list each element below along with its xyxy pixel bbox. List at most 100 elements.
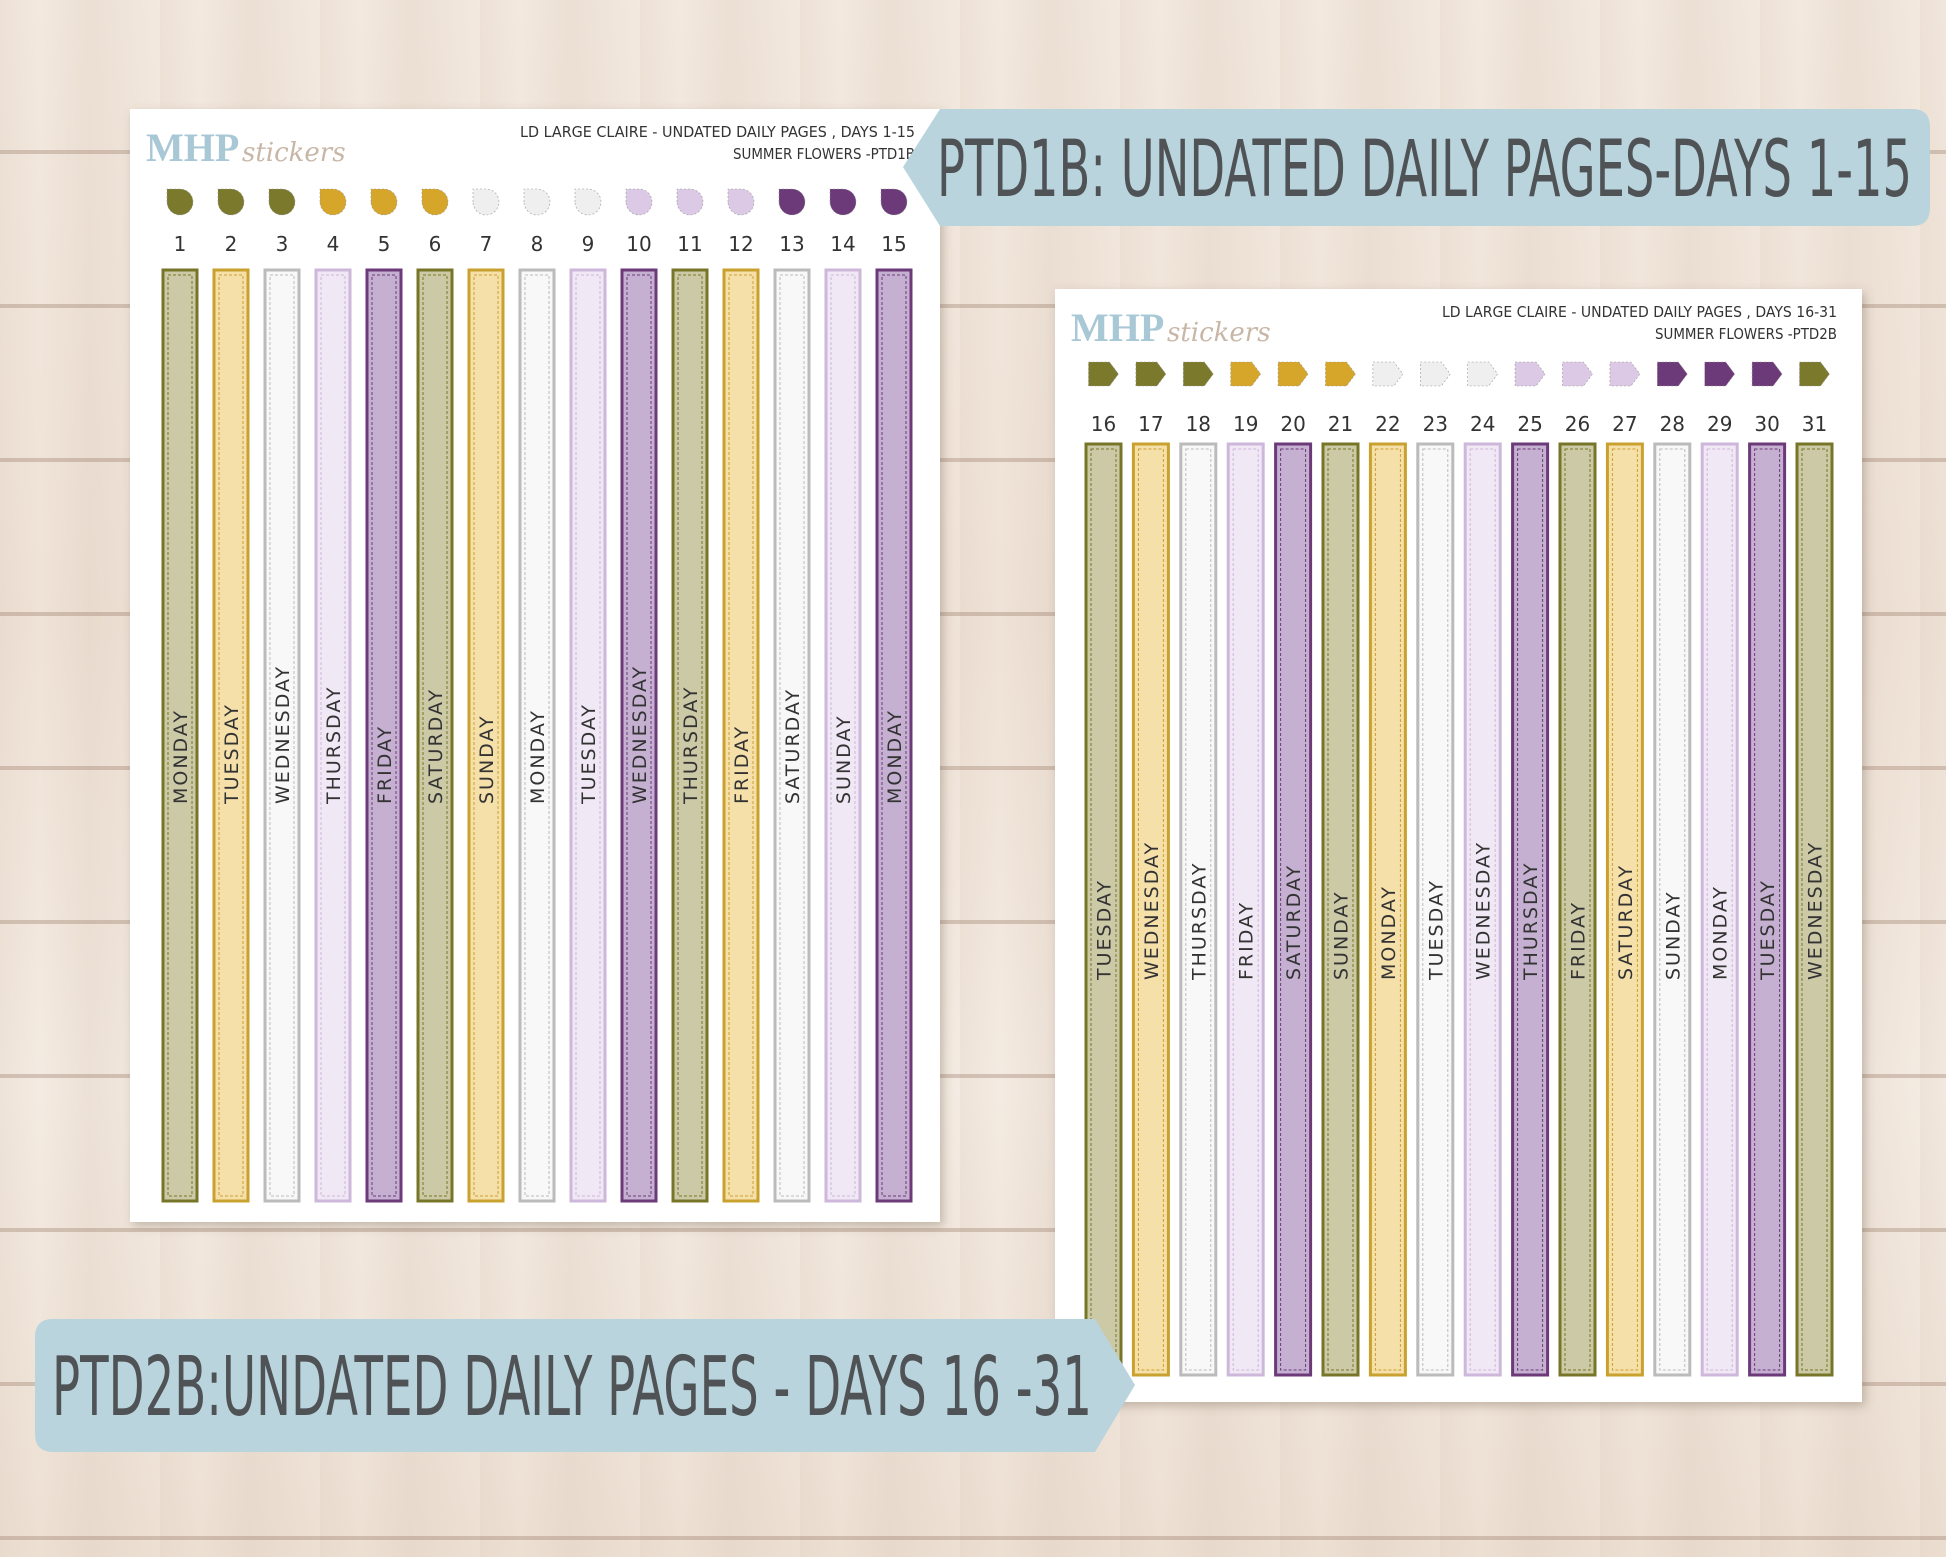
day-label: SUNDAY bbox=[1662, 890, 1684, 980]
day-number: 28 bbox=[1660, 412, 1685, 436]
strip-stitch bbox=[1517, 448, 1544, 1371]
day-tab bbox=[1183, 361, 1214, 387]
strip-stitch bbox=[677, 274, 703, 1197]
day-number: 9 bbox=[582, 232, 595, 256]
day-label: SATURDAY bbox=[1615, 864, 1637, 980]
day-tab bbox=[676, 188, 704, 216]
strip-stitch bbox=[881, 274, 907, 1197]
day-label: THURSDAY bbox=[680, 686, 702, 806]
day-tab bbox=[1325, 361, 1356, 387]
brand-script: stickers bbox=[1167, 318, 1271, 348]
day-tab bbox=[1230, 361, 1262, 387]
day-number: 18 bbox=[1186, 412, 1211, 436]
day-strip bbox=[1653, 442, 1692, 1377]
day-label: THURSDAY bbox=[1188, 862, 1210, 982]
banner-shape bbox=[35, 1319, 1135, 1452]
sticker-sheet: MHP stickers LD LARGE CLAIRE - UNDATED DAI… bbox=[1055, 289, 1862, 1402]
day-label: SUNDAY bbox=[476, 714, 498, 804]
day-strip bbox=[1321, 442, 1360, 1377]
day-tab bbox=[880, 188, 908, 216]
day-tab bbox=[370, 188, 398, 216]
day-label: WEDNESDAY bbox=[1805, 841, 1827, 980]
day-tab bbox=[829, 188, 857, 216]
day-strip bbox=[263, 268, 301, 1203]
day-label: TUESDAY bbox=[578, 703, 600, 805]
day-tab bbox=[1372, 361, 1404, 387]
strip-stitch bbox=[1422, 448, 1449, 1371]
day-label: WEDNESDAY bbox=[629, 665, 651, 804]
day-tab bbox=[1704, 361, 1736, 387]
day-strip bbox=[1700, 442, 1739, 1377]
banner-text: PTD2B:UNDATED DAILY PAGES - DAYS 16 -31 bbox=[52, 1340, 1092, 1435]
day-number: 25 bbox=[1517, 412, 1542, 436]
day-tab bbox=[727, 188, 755, 216]
day-strip bbox=[671, 268, 709, 1203]
day-number: 8 bbox=[531, 232, 544, 256]
day-number: 31 bbox=[1802, 412, 1827, 436]
day-number: 20 bbox=[1280, 412, 1305, 436]
strip-stitch bbox=[422, 274, 448, 1197]
day-strip bbox=[1795, 442, 1834, 1377]
day-strip bbox=[1274, 442, 1313, 1377]
day-tab bbox=[217, 188, 245, 216]
day-number: 11 bbox=[677, 232, 702, 256]
day-tab bbox=[1514, 361, 1546, 387]
strip-stitch bbox=[1137, 448, 1164, 1371]
day-tab bbox=[1277, 361, 1309, 387]
day-number: 19 bbox=[1233, 412, 1258, 436]
day-number: 17 bbox=[1138, 412, 1163, 436]
day-number: 26 bbox=[1565, 412, 1590, 436]
day-tab bbox=[166, 188, 194, 216]
day-tab bbox=[1420, 361, 1451, 387]
day-number: 29 bbox=[1707, 412, 1732, 436]
day-label: SATURDAY bbox=[1283, 864, 1305, 980]
day-number: 12 bbox=[728, 232, 753, 256]
sheet-title: LD LARGE CLAIRE - UNDATED DAILY PAGES , … bbox=[520, 123, 915, 141]
day-strip bbox=[416, 268, 454, 1203]
day-strip bbox=[1368, 442, 1407, 1377]
day-tab bbox=[1088, 361, 1119, 387]
day-tab bbox=[778, 188, 806, 216]
day-tab bbox=[574, 188, 602, 216]
sheet-title: LD LARGE CLAIRE - UNDATED DAILY PAGES , … bbox=[1442, 303, 1837, 321]
day-label: THURSDAY bbox=[1520, 862, 1542, 982]
day-number: 16 bbox=[1091, 412, 1116, 436]
day-label: SUNDAY bbox=[1331, 890, 1353, 980]
day-tab bbox=[1562, 361, 1593, 387]
strip-stitch bbox=[473, 274, 499, 1197]
day-strip bbox=[1179, 442, 1218, 1377]
day-strip bbox=[569, 268, 607, 1203]
day-number: 7 bbox=[480, 232, 493, 256]
strip-stitch bbox=[269, 274, 295, 1197]
day-strip bbox=[1226, 442, 1265, 1377]
day-strip bbox=[620, 268, 658, 1203]
strip-stitch bbox=[1659, 448, 1686, 1371]
sheet-subtitle: SUMMER FLOWERS -PTD1B bbox=[733, 145, 915, 163]
day-label: SUNDAY bbox=[833, 714, 855, 804]
day-tab bbox=[523, 188, 551, 216]
strip-stitch bbox=[1185, 448, 1212, 1371]
day-strip bbox=[467, 268, 505, 1203]
day-tab bbox=[472, 188, 500, 216]
day-strip bbox=[1131, 442, 1170, 1377]
day-label: TUESDAY bbox=[1094, 879, 1116, 981]
day-tab bbox=[625, 188, 653, 216]
day-tab bbox=[1609, 361, 1641, 387]
strip-stitch bbox=[371, 274, 397, 1197]
day-strip bbox=[824, 268, 862, 1203]
day-strip bbox=[212, 268, 250, 1203]
day-number: 15 bbox=[881, 232, 906, 256]
day-label: MONDAY bbox=[884, 709, 906, 804]
strip-stitch bbox=[320, 274, 346, 1197]
strip-stitch bbox=[1280, 448, 1307, 1371]
day-tab bbox=[1467, 361, 1499, 387]
strip-stitch bbox=[728, 274, 754, 1197]
sticker-sheet: MHP stickers LD LARGE CLAIRE - UNDATED DAI… bbox=[130, 109, 940, 1222]
day-number: 14 bbox=[830, 232, 855, 256]
day-label: MONDAY bbox=[1710, 885, 1732, 980]
day-number: 21 bbox=[1328, 412, 1353, 436]
brand-logo: MHP bbox=[1071, 305, 1164, 350]
day-number: 24 bbox=[1470, 412, 1495, 436]
brand-logo: MHP bbox=[146, 125, 239, 170]
